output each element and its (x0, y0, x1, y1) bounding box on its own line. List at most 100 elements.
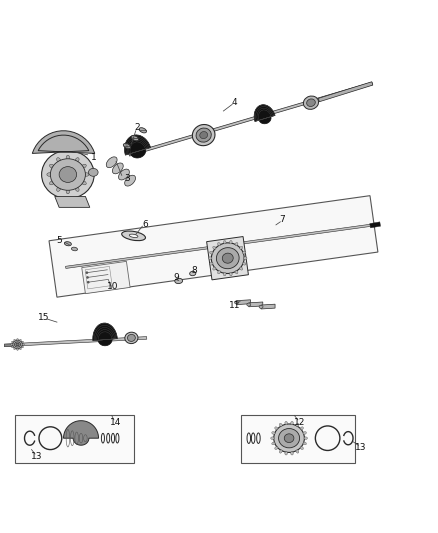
Ellipse shape (19, 348, 21, 350)
Ellipse shape (247, 303, 251, 306)
Polygon shape (124, 135, 151, 158)
FancyBboxPatch shape (241, 415, 355, 463)
Ellipse shape (17, 338, 18, 341)
Ellipse shape (230, 272, 232, 276)
Ellipse shape (127, 334, 135, 342)
Ellipse shape (240, 246, 243, 249)
Polygon shape (370, 222, 381, 228)
Ellipse shape (279, 450, 282, 453)
Text: 2: 2 (134, 123, 140, 132)
Ellipse shape (88, 168, 98, 176)
Ellipse shape (213, 267, 216, 270)
Polygon shape (4, 336, 147, 346)
Circle shape (86, 276, 89, 279)
Ellipse shape (307, 99, 315, 107)
Ellipse shape (11, 341, 14, 343)
Ellipse shape (275, 427, 278, 430)
Ellipse shape (291, 451, 293, 455)
Ellipse shape (235, 243, 238, 246)
Ellipse shape (124, 143, 131, 149)
Polygon shape (318, 82, 373, 102)
Ellipse shape (13, 340, 22, 349)
Ellipse shape (19, 339, 21, 341)
Ellipse shape (259, 305, 263, 308)
Ellipse shape (303, 442, 307, 445)
Ellipse shape (200, 132, 208, 139)
Text: 4: 4 (232, 98, 237, 107)
Polygon shape (49, 196, 378, 297)
Ellipse shape (196, 128, 211, 142)
Ellipse shape (50, 159, 85, 190)
Ellipse shape (106, 157, 117, 168)
Ellipse shape (244, 257, 247, 260)
Polygon shape (237, 300, 251, 304)
Ellipse shape (14, 348, 16, 350)
Text: 12: 12 (293, 418, 305, 427)
Ellipse shape (300, 427, 304, 430)
Ellipse shape (66, 155, 70, 160)
Text: 13: 13 (31, 451, 42, 461)
Polygon shape (82, 261, 130, 294)
Ellipse shape (81, 164, 86, 168)
Ellipse shape (235, 271, 238, 274)
Ellipse shape (271, 437, 274, 440)
Ellipse shape (139, 128, 146, 133)
Ellipse shape (223, 240, 226, 244)
Text: 14: 14 (110, 418, 121, 427)
Ellipse shape (84, 173, 89, 176)
Ellipse shape (14, 339, 16, 341)
Ellipse shape (190, 271, 196, 276)
Circle shape (85, 271, 88, 274)
Ellipse shape (291, 422, 293, 425)
Ellipse shape (230, 240, 232, 244)
Ellipse shape (129, 234, 138, 238)
Ellipse shape (296, 423, 299, 426)
Ellipse shape (210, 251, 213, 254)
Polygon shape (4, 344, 14, 346)
Ellipse shape (64, 241, 71, 246)
Circle shape (87, 281, 89, 284)
Ellipse shape (122, 231, 145, 240)
Ellipse shape (303, 432, 307, 434)
Ellipse shape (272, 442, 275, 445)
Text: 6: 6 (142, 220, 148, 229)
Ellipse shape (275, 447, 278, 449)
Ellipse shape (212, 243, 244, 273)
Ellipse shape (279, 423, 282, 426)
Ellipse shape (296, 450, 299, 453)
Text: 9: 9 (173, 273, 180, 282)
Ellipse shape (21, 341, 24, 343)
Text: 1: 1 (91, 154, 97, 163)
Polygon shape (66, 223, 377, 269)
Ellipse shape (304, 96, 318, 109)
Ellipse shape (49, 164, 54, 168)
Text: 10: 10 (107, 282, 119, 290)
Ellipse shape (66, 189, 70, 194)
Ellipse shape (57, 158, 61, 163)
Ellipse shape (16, 343, 19, 346)
Polygon shape (207, 237, 248, 280)
Ellipse shape (279, 429, 300, 448)
Ellipse shape (208, 257, 212, 260)
Text: 5: 5 (56, 236, 62, 245)
Polygon shape (55, 197, 90, 207)
Text: 8: 8 (191, 265, 197, 274)
Ellipse shape (113, 163, 123, 174)
Polygon shape (261, 304, 275, 309)
Ellipse shape (11, 346, 14, 348)
Ellipse shape (243, 262, 246, 265)
Ellipse shape (57, 187, 61, 191)
Ellipse shape (284, 434, 294, 442)
Ellipse shape (235, 301, 238, 304)
Ellipse shape (285, 451, 287, 455)
FancyBboxPatch shape (15, 415, 134, 463)
Polygon shape (129, 82, 373, 156)
Ellipse shape (75, 187, 79, 191)
Ellipse shape (218, 243, 220, 246)
Ellipse shape (304, 437, 307, 440)
Ellipse shape (125, 175, 135, 186)
Polygon shape (64, 421, 99, 445)
Ellipse shape (21, 346, 24, 348)
Ellipse shape (11, 344, 13, 345)
Text: 13: 13 (355, 443, 366, 452)
